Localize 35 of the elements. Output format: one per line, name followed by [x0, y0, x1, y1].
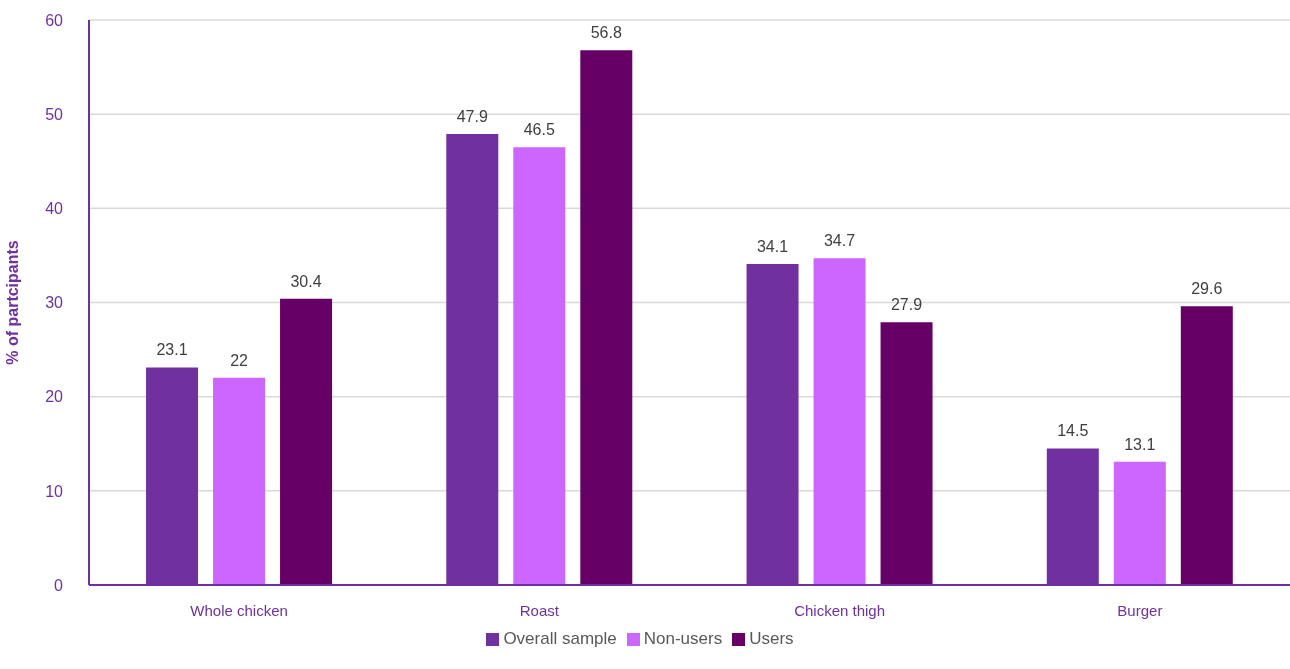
y-axis-title: % of partcipants: [3, 240, 21, 365]
data-label: 23.1: [156, 341, 188, 359]
x-tick-label: Roast: [519, 601, 560, 619]
data-label: 13.1: [1124, 435, 1156, 453]
y-tick-label: 50: [45, 105, 64, 123]
x-tick-label: Whole chicken: [190, 601, 288, 619]
data-label: 30.4: [290, 272, 322, 290]
data-label: 34.7: [823, 232, 856, 250]
bar: [813, 258, 866, 585]
bar: [280, 298, 333, 585]
data-label: 14.5: [1057, 422, 1089, 440]
y-tick-label: 10: [45, 482, 64, 500]
bar: [880, 322, 933, 585]
bar: [513, 147, 566, 585]
x-tick-label: Chicken thigh: [794, 601, 886, 619]
bar: [580, 50, 633, 585]
bar: [213, 377, 266, 585]
bar: [1180, 306, 1233, 585]
data-label: 34.1: [756, 237, 789, 255]
legend-label: Non-users: [643, 629, 723, 648]
y-tick-label: 40: [45, 200, 64, 218]
legend-label: Overall sample: [503, 629, 617, 648]
y-tick-label: 60: [45, 11, 64, 29]
data-label: 46.5: [523, 121, 555, 139]
y-tick-label: 20: [45, 388, 64, 406]
y-tick-label: 0: [54, 576, 64, 594]
x-tick-label: Burger: [1117, 601, 1163, 619]
data-label: 29.6: [1191, 280, 1223, 298]
data-label: 22: [230, 351, 249, 369]
data-label: 27.9: [890, 296, 923, 314]
data-label: 56.8: [590, 24, 622, 42]
legend-label: Users: [749, 629, 794, 648]
bar: [1113, 461, 1166, 585]
y-tick-label: 30: [45, 294, 64, 312]
data-label: 47.9: [456, 107, 488, 125]
